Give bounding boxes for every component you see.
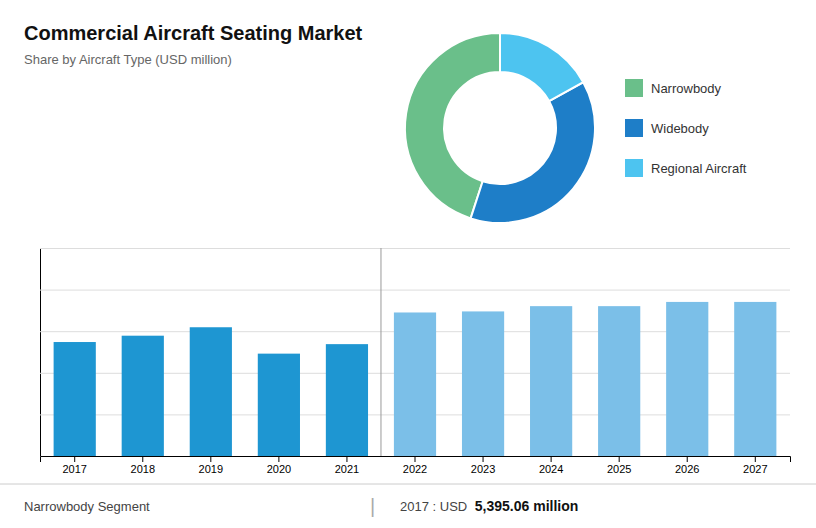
- tick-mark: [483, 456, 484, 462]
- grid-line: [40, 248, 790, 249]
- tick-mark: [278, 456, 279, 462]
- legend-swatch: [625, 119, 643, 137]
- x-tick: 2027: [743, 456, 767, 475]
- y-tick: [40, 290, 790, 291]
- bar: [530, 306, 572, 456]
- tick-mark: [346, 456, 347, 462]
- tick-mark: [415, 456, 416, 462]
- x-tick-label: 2020: [267, 463, 291, 475]
- x-tick: 2024: [539, 456, 563, 475]
- donut-slice: [471, 82, 595, 223]
- tick-mark: [755, 456, 756, 462]
- bars: [54, 302, 777, 456]
- x-tick: 2022: [403, 456, 427, 475]
- tick-mark: [619, 456, 620, 462]
- tick-mark: [687, 456, 688, 462]
- legend: Narrowbody Widebody Regional Aircraft: [625, 79, 747, 177]
- x-tick-label: 2024: [539, 463, 563, 475]
- legend-item: Widebody: [625, 119, 709, 137]
- x-tick: 2023: [471, 456, 495, 475]
- tick-mark: [210, 456, 211, 462]
- tick-mark: [74, 456, 75, 462]
- legend-item: Narrowbody: [625, 79, 722, 97]
- bar: [394, 312, 436, 456]
- annotation: 2017 : USD: [400, 499, 471, 514]
- bar: [122, 336, 164, 456]
- tick-mark: [551, 456, 552, 462]
- annotation: Narrowbody Segment: [24, 499, 150, 514]
- x-tick-label: 2026: [675, 463, 699, 475]
- grid-line: [40, 290, 790, 291]
- x-tick: 2020: [267, 456, 291, 475]
- x-tick: 2025: [607, 456, 631, 475]
- footer-rule: [0, 484, 816, 485]
- y-axis-line: [41, 249, 791, 457]
- x-axis: 2017 2018 2019 2020 2021 2022 2023 2024 2025 2026…: [41, 456, 791, 475]
- x-tick: 2019: [199, 456, 223, 475]
- donut-slice: [500, 33, 583, 101]
- y-tick: [40, 248, 790, 249]
- x-tick-label: 2017: [62, 463, 86, 475]
- x-tick: 2026: [675, 456, 699, 475]
- footer: Narrowbody Segment | 2017 : USD 5,395.06 m…: [24, 495, 578, 517]
- x-tick: 2018: [131, 456, 155, 475]
- bar: [462, 311, 504, 456]
- annotation: |: [370, 495, 375, 517]
- legend-label: Narrowbody: [651, 81, 722, 96]
- separator: [380, 248, 381, 456]
- x-tick-label: 2019: [199, 463, 223, 475]
- bar: [734, 302, 776, 456]
- x-tick-label: 2021: [335, 463, 359, 475]
- bar: [258, 354, 300, 456]
- x-tick: 2017: [62, 456, 86, 475]
- legend-swatch: [625, 159, 643, 177]
- bar-panel: 2017 2018 2019 2020 2021 2022 2023 2024 2025 2026…: [40, 248, 791, 475]
- x-tick: 2021: [335, 456, 359, 475]
- bar: [54, 342, 96, 456]
- legend-label: Widebody: [651, 121, 709, 136]
- tick-mark: [142, 456, 143, 462]
- x-tick-label: 2027: [743, 463, 767, 475]
- legend-swatch: [625, 79, 643, 97]
- chart-root: Commercial Aircraft Seating Market Share …: [0, 0, 816, 528]
- x-tick-label: 2023: [471, 463, 495, 475]
- bar: [666, 302, 708, 456]
- bar: [598, 306, 640, 456]
- bar: [326, 344, 368, 456]
- x-tick-label: 2022: [403, 463, 427, 475]
- x-tick-label: 2025: [607, 463, 631, 475]
- pie-panel: Commercial Aircraft Seating Market Share …: [24, 22, 747, 223]
- x-axis-line: [41, 457, 791, 463]
- bar: [190, 327, 232, 456]
- y-axis: [40, 249, 790, 457]
- title: Commercial Aircraft Seating Market: [24, 22, 363, 44]
- x-tick-label: 2018: [131, 463, 155, 475]
- annotation: 5,395.06 million: [475, 498, 579, 514]
- donut: [405, 33, 595, 223]
- subtitle: Share by Aircraft Type (USD million): [24, 52, 232, 67]
- legend-label: Regional Aircraft: [651, 161, 747, 176]
- legend-item: Regional Aircraft: [625, 159, 747, 177]
